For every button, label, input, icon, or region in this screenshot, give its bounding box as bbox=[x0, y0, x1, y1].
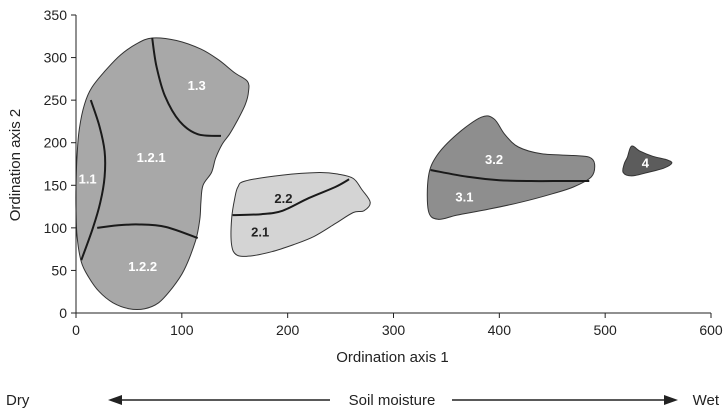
region-group-3: 3.2 3.1 bbox=[426, 115, 596, 220]
x-tick-label: 500 bbox=[593, 322, 617, 338]
region-label: 1.2.2 bbox=[128, 259, 157, 274]
region-outline-4 bbox=[622, 145, 673, 177]
x-tick-label: 0 bbox=[72, 322, 80, 338]
region-label: 3.1 bbox=[455, 189, 473, 204]
region-outline-3 bbox=[426, 115, 596, 220]
y-tick-label: 150 bbox=[44, 177, 68, 193]
region-label: 1.3 bbox=[188, 78, 206, 93]
y-tick-label: 200 bbox=[44, 135, 68, 151]
soil-moisture-gradient: Dry Soil moisture Wet bbox=[6, 392, 720, 409]
region-divider-1-3 bbox=[151, 37, 222, 137]
gradient-arrow-left-head bbox=[108, 395, 122, 405]
region-label: 3.2 bbox=[485, 152, 503, 167]
x-tick-label: 200 bbox=[276, 322, 300, 338]
y-tick-label: 250 bbox=[44, 92, 68, 108]
y-tick-label: 350 bbox=[44, 7, 68, 23]
region-divider-1-1 bbox=[80, 99, 107, 261]
axes-layer: 0 50 100 150 200 250 300 350 0 100 200 300 400 500 600 bbox=[44, 7, 723, 338]
region-label: 2.1 bbox=[251, 224, 269, 239]
region-label: 1.1 bbox=[79, 171, 97, 186]
gradient-wet-label: Wet bbox=[693, 392, 720, 409]
x-tick-label: 300 bbox=[382, 322, 406, 338]
region-group-2: 2.2 2.1 bbox=[230, 171, 371, 257]
region-divider-2-1 bbox=[232, 178, 350, 217]
regions-layer: 1.1 1.2.1 1.2.2 1.3 2.2 2.1 3.2 3.1 4 bbox=[75, 37, 673, 310]
region-group-4: 4 bbox=[622, 145, 673, 177]
region-divider-3-1 bbox=[430, 169, 590, 183]
y-tick-label: 100 bbox=[44, 220, 68, 236]
region-group-1: 1.1 1.2.1 1.2.2 1.3 bbox=[75, 37, 250, 310]
x-tick-label: 600 bbox=[699, 322, 723, 338]
y-tick-label: 50 bbox=[51, 262, 67, 278]
region-label: 1.2.1 bbox=[137, 150, 166, 165]
x-axis-title: Ordination axis 1 bbox=[336, 349, 449, 366]
x-tick-label: 400 bbox=[488, 322, 512, 338]
y-axis-title: Ordination axis 2 bbox=[7, 109, 24, 222]
gradient-arrow-right-head bbox=[664, 395, 678, 405]
gradient-dry-label: Dry bbox=[6, 392, 30, 409]
region-divider-1-2 bbox=[97, 223, 199, 240]
gradient-center-label: Soil moisture bbox=[349, 392, 436, 409]
y-tick-label: 300 bbox=[44, 50, 68, 66]
y-tick-label: 0 bbox=[59, 305, 67, 321]
x-tick-label: 100 bbox=[170, 322, 194, 338]
region-label: 2.2 bbox=[274, 191, 292, 206]
region-outline-2 bbox=[230, 171, 371, 257]
region-label: 4 bbox=[642, 155, 650, 170]
region-outline-1 bbox=[75, 37, 250, 310]
